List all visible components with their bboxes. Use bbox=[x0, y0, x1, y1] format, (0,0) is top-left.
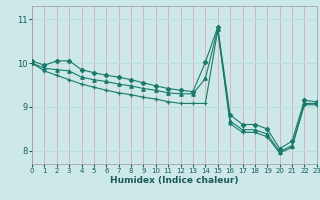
X-axis label: Humidex (Indice chaleur): Humidex (Indice chaleur) bbox=[110, 176, 239, 185]
